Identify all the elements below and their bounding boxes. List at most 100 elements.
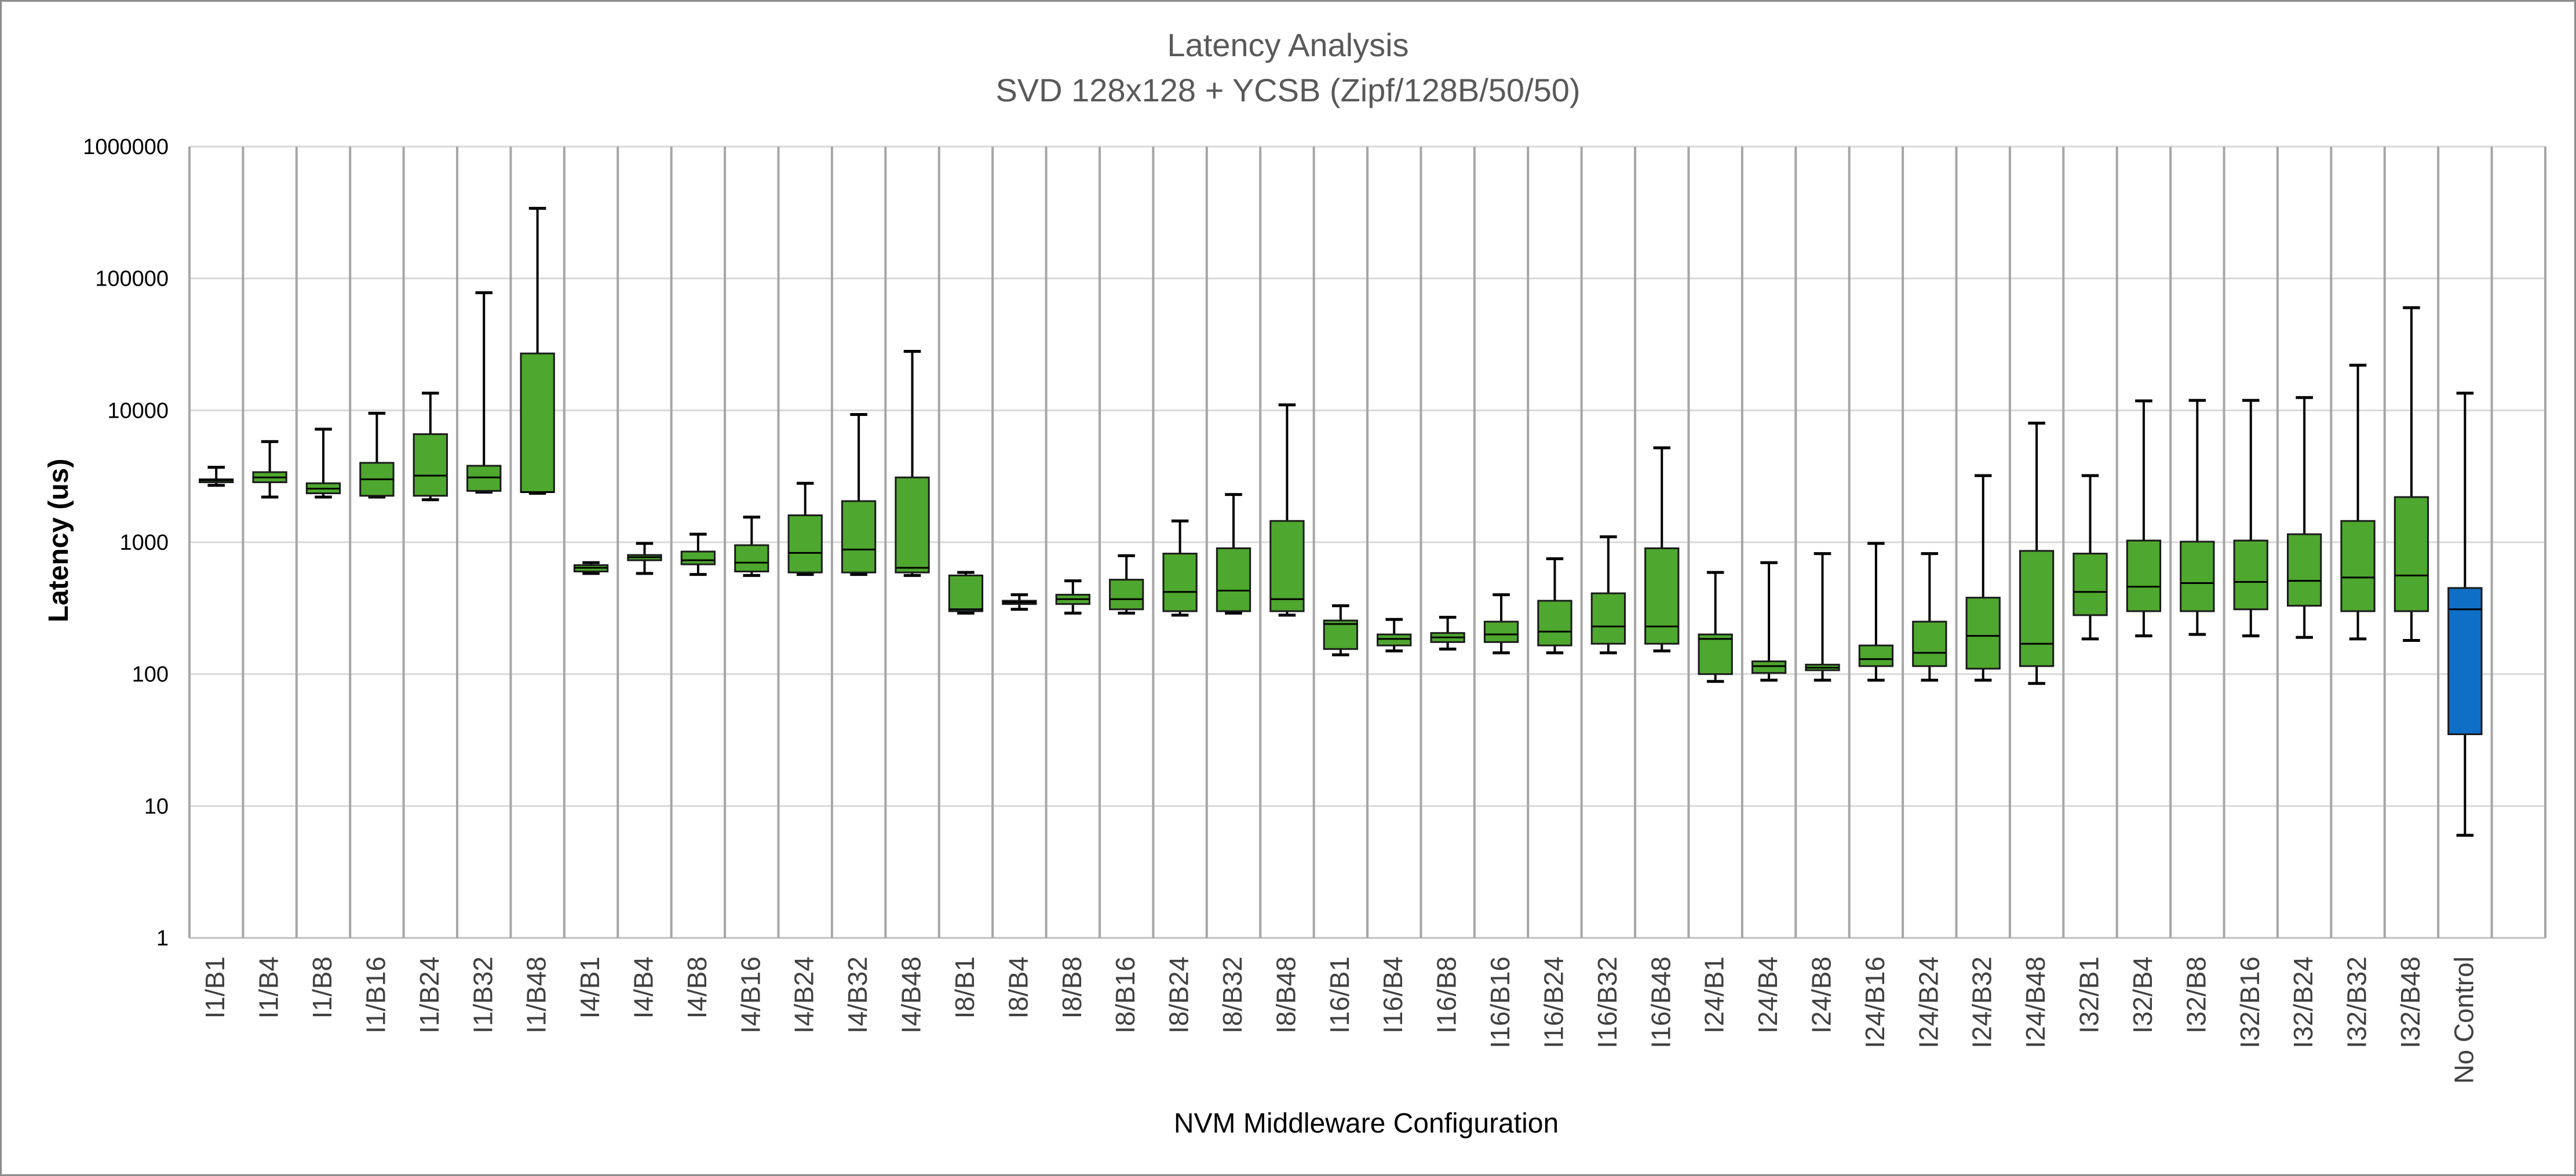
- y-axis-ticks: 1 10 100 1000 10000 100000 1000000: [83, 135, 169, 951]
- x-category-label: I32/B24: [2288, 956, 2318, 1049]
- x-category-label: I24/B48: [2020, 956, 2050, 1049]
- iqr-box: [413, 433, 448, 497]
- iqr-box: [895, 476, 930, 574]
- box-plot-item: [199, 466, 234, 487]
- y-tick-label: 100: [132, 663, 169, 687]
- box-plot-item: [2393, 306, 2429, 642]
- x-category-label: I16/B4: [1378, 956, 1408, 1033]
- box-plot-item: [466, 291, 502, 494]
- box-plot-item: [1751, 561, 1787, 682]
- x-category-label: I32/B48: [2395, 956, 2425, 1049]
- iqr-box: [1216, 547, 1251, 612]
- iqr-box: [1537, 600, 1572, 647]
- iqr-box: [1483, 620, 1519, 643]
- iqr-box: [1751, 660, 1787, 674]
- box-plot-item: [1590, 535, 1626, 655]
- x-category-label: I32/B1: [2074, 956, 2104, 1033]
- iqr-box: [787, 514, 823, 574]
- x-category-label: I4/B1: [575, 956, 605, 1018]
- box-plot-item: [948, 571, 984, 615]
- iqr-box: [2287, 533, 2322, 607]
- box-plot-item: [1805, 552, 1840, 682]
- x-category-label: I4/B24: [789, 956, 819, 1033]
- box-plot-item: [1858, 542, 1894, 682]
- box-plot-item: [2073, 474, 2108, 641]
- box-plot-item: [1216, 493, 1251, 615]
- x-category-label: I1/B48: [521, 956, 552, 1033]
- x-category-label: I32/B16: [2235, 956, 2265, 1049]
- x-category-label: I1/B8: [307, 956, 337, 1018]
- x-category-label: I8/B48: [1271, 956, 1301, 1033]
- box-plot-item: [2019, 421, 2055, 685]
- box-plot-item: [1323, 604, 1358, 656]
- iqr-box: [948, 574, 984, 612]
- x-category-label: I32/B4: [2128, 956, 2158, 1033]
- x-category-label: I1/B16: [360, 956, 391, 1033]
- iqr-box: [2447, 587, 2483, 735]
- iqr-box: [734, 544, 769, 573]
- x-category-label: I4/B4: [628, 956, 658, 1018]
- box-plot-item: [2287, 396, 2322, 639]
- box-plot-item: [1055, 579, 1090, 615]
- iqr-box: [1323, 619, 1358, 650]
- box-plot-item: [2180, 399, 2215, 636]
- box-plot-item: [252, 440, 287, 499]
- box-plot-item: [413, 392, 448, 502]
- box-plot-item: [1269, 403, 1305, 617]
- y-tick-label: 1000000: [83, 135, 169, 159]
- iqr-box: [1377, 633, 1412, 647]
- x-category-label: No Control: [2449, 956, 2479, 1084]
- iqr-box: [1912, 620, 1947, 667]
- box-plot-item: [1109, 554, 1144, 615]
- x-category-label: I24/B1: [1699, 956, 1730, 1033]
- x-category-label: I8/B24: [1164, 956, 1194, 1033]
- iqr-box: [680, 550, 716, 565]
- box-plot-item: [1002, 593, 1037, 611]
- x-category-label: I32/B32: [2342, 956, 2372, 1049]
- x-category-label: I1/B4: [254, 956, 284, 1018]
- y-tick-label: 100000: [95, 267, 169, 291]
- iqr-box: [1162, 553, 1198, 612]
- boxes: [199, 207, 2483, 837]
- x-axis-title: NVM Middleware Configuration: [1174, 1108, 1559, 1139]
- chart-subtitle: SVD 128x128 + YCSB (Zipf/128B/50/50): [995, 72, 1580, 108]
- iqr-box: [1858, 644, 1894, 667]
- x-category-label: I8/B4: [1003, 956, 1033, 1018]
- box-plot-item: [573, 561, 609, 575]
- x-category-label: I4/B8: [682, 956, 712, 1018]
- x-category-label: I1/B24: [414, 956, 444, 1033]
- x-category-label: I16/B24: [1538, 956, 1568, 1049]
- iqr-box: [1269, 520, 1305, 612]
- chart-title: Latency Analysis: [1167, 27, 1409, 63]
- iqr-box: [841, 500, 877, 574]
- iqr-box: [2180, 540, 2215, 612]
- box-plot-item: [841, 413, 877, 576]
- box-plot-item: [734, 516, 769, 577]
- box-plot-item: [1162, 519, 1198, 617]
- iqr-box: [2340, 520, 2376, 612]
- box-plot-item: [2447, 392, 2483, 837]
- x-category-label: I24/B24: [1913, 956, 1943, 1049]
- iqr-box: [1644, 547, 1680, 645]
- x-category-label: I24/B32: [1967, 956, 1997, 1049]
- box-plot-item: [305, 428, 341, 499]
- y-tick-label: 1: [156, 926, 169, 951]
- iqr-box: [2126, 539, 2162, 612]
- x-category-label: I8/B16: [1110, 956, 1140, 1033]
- x-category-label: I4/B32: [842, 956, 873, 1033]
- x-category-label: I32/B8: [2181, 956, 2211, 1033]
- iqr-box: [1109, 579, 1144, 611]
- box-plot-item: [2233, 399, 2268, 638]
- iqr-box: [520, 352, 555, 493]
- iqr-box: [2019, 550, 2055, 667]
- category-separators: [188, 147, 2546, 938]
- x-category-label: I16/B48: [1645, 956, 1676, 1049]
- x-category-label: I8/B8: [1057, 956, 1087, 1018]
- iqr-box: [2233, 539, 2268, 611]
- box-plot-item: [520, 207, 555, 495]
- box-plot-item: [1377, 618, 1412, 653]
- y-axis-title: Latency (us): [43, 459, 74, 623]
- x-category-label: I24/B4: [1753, 956, 1783, 1033]
